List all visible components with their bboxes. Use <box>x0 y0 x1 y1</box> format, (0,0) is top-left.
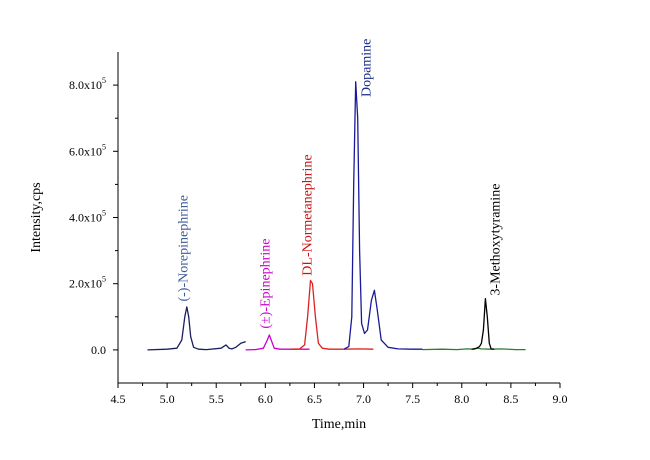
y-tick-mantissa: 8.0x10 <box>69 78 102 92</box>
y-tick-mantissa: 2.0x10 <box>69 277 102 291</box>
x-tick-label: 4.5 <box>111 392 126 406</box>
x-tick-label: 9.0 <box>553 392 568 406</box>
y-tick-exponent: 5 <box>102 209 106 218</box>
peak-label: Dopamine <box>360 39 375 97</box>
x-tick-label: 6.0 <box>258 392 273 406</box>
y-axis-title: Intensity,cps <box>29 182 44 252</box>
peak-label: (-)-Norepinephrine <box>177 195 192 302</box>
x-axis-ticks: 4.5 5.0 5.5 6.0 6.5 7.0 7.5 8.0 8.5 9.0 <box>111 383 568 406</box>
peak-labels: (-)-Norepinephrine (±)-Epinephrine DL-Norm… <box>177 39 504 329</box>
x-tick-label: 7.5 <box>405 392 420 406</box>
peak-label: (±)-Epinephrine <box>258 239 273 329</box>
x-tick-label: 5.5 <box>209 392 224 406</box>
trace-epinephrine <box>245 334 310 351</box>
x-tick-label: 7.0 <box>356 392 371 406</box>
peak-label: 3-Methoxytyramine <box>488 184 503 296</box>
x-tick-label: 8.5 <box>503 392 518 406</box>
y-tick-label: 0.0 <box>91 343 106 357</box>
y-tick-label: 4.0x105 <box>69 209 106 225</box>
y-tick-mantissa: 0.0 <box>91 343 106 357</box>
y-tick-mantissa: 6.0x10 <box>69 144 102 158</box>
x-tick-label: 5.0 <box>160 392 175 406</box>
trace-dopamine <box>343 81 423 350</box>
y-tick-exponent: 5 <box>102 76 106 85</box>
y-tick-mantissa: 4.0x10 <box>69 211 102 225</box>
y-tick-label: 8.0x105 <box>69 76 106 92</box>
trace-norepinephrine <box>147 306 246 351</box>
y-tick-exponent: 5 <box>102 275 106 284</box>
y-tick-exponent: 5 <box>102 142 106 151</box>
trace-3-methoxytyramine <box>471 297 495 350</box>
x-tick-label: 6.5 <box>307 392 322 406</box>
peak-label: DL-Normetanephrine <box>300 154 315 275</box>
chromatogram-traces <box>147 81 526 351</box>
y-tick-label: 6.0x105 <box>69 142 106 158</box>
x-tick-label: 8.0 <box>454 392 469 406</box>
y-tick-label: 2.0x105 <box>69 275 106 291</box>
x-axis-title: Time,min <box>312 417 366 432</box>
